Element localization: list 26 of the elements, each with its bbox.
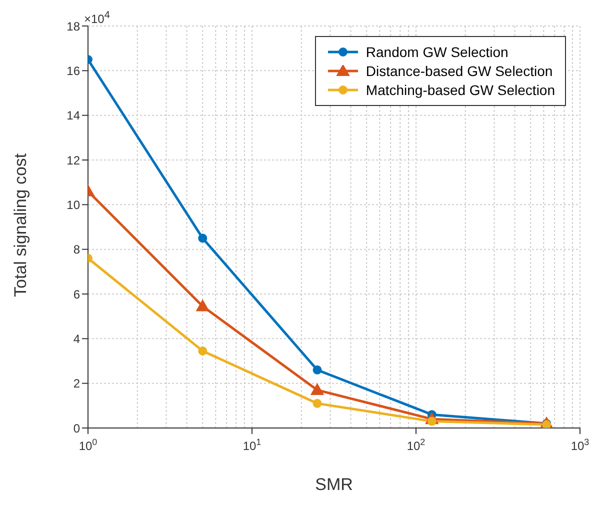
y-axis-title: Total signaling cost	[11, 153, 30, 297]
point	[198, 234, 208, 243]
legend-label: Distance-based GW Selection	[366, 63, 553, 79]
y-tick-label: 6	[73, 287, 80, 302]
y-tick-label: 0	[73, 421, 80, 436]
y-tick-label: 12	[66, 153, 80, 168]
y-tick-label: 18	[66, 19, 80, 34]
x-tick-label: 10$^{1}$	[242, 437, 262, 453]
y-tick-label: 4	[73, 332, 80, 346]
annotation: ×10$^{4}$	[84, 10, 110, 26]
point	[196, 300, 210, 312]
point	[310, 384, 324, 396]
y-tick-label: 16	[66, 64, 80, 78]
point	[312, 398, 322, 408]
y-tick-label: 14	[66, 108, 80, 123]
y-tick-label: 10	[66, 198, 80, 212]
x-tick-label: 10$^{3}$	[570, 437, 590, 453]
y-tick-label: 8	[73, 242, 80, 257]
y-tick-label: 2	[73, 376, 80, 391]
x-axis-title: SMR	[315, 475, 353, 494]
x-tick-label: 10$^{2}$	[406, 437, 426, 453]
x-tick-label: 10$^{0}$	[78, 437, 98, 453]
legend-label: Random GW Selection	[366, 44, 508, 60]
point	[312, 365, 322, 374]
point	[198, 346, 208, 356]
legend-label: Matching-based GW Selection	[366, 82, 555, 98]
